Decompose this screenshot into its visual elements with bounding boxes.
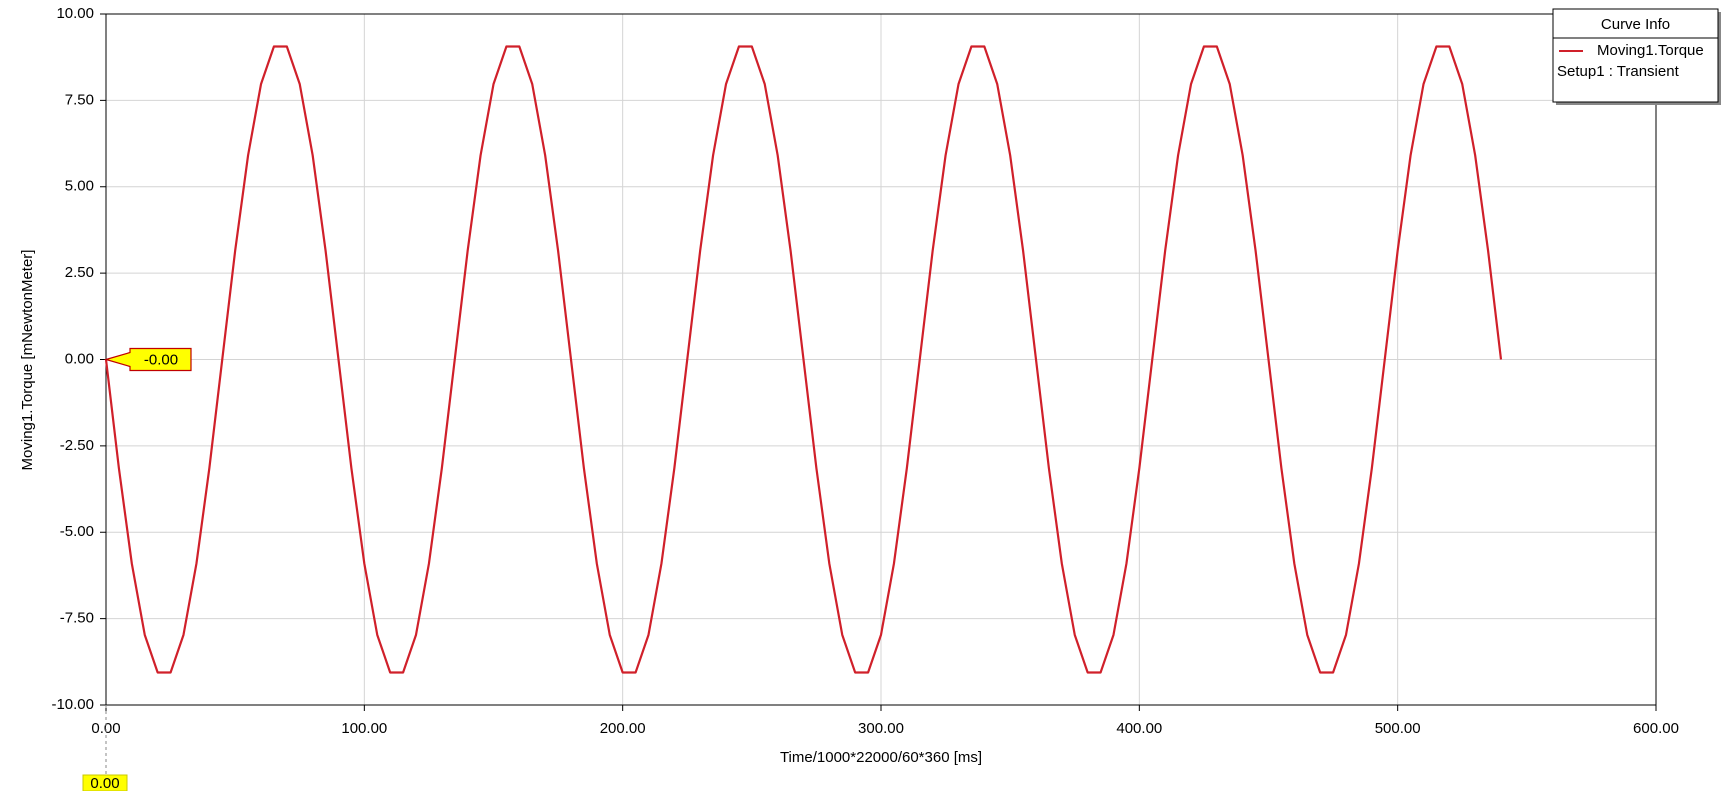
y-tick-label: 7.50 [65,91,94,108]
y-tick-label: 5.00 [65,178,94,195]
x-tick-label: 500.00 [1375,720,1421,737]
marker-callout [103,347,192,372]
y-tick-label: 2.50 [65,264,94,281]
legend-title: Curve Info [1601,16,1670,33]
legend-box [1552,8,1719,103]
marker-y-label: -0.00 [144,351,178,368]
legend-subtitle: Setup1 : Transient [1557,63,1680,80]
marker-x-box [82,774,128,791]
y-tick-label: 0.00 [65,350,94,367]
y-tick-label: -2.50 [60,437,94,454]
series-line [104,45,1503,674]
x-tick-label: 100.00 [341,720,387,737]
x-tick-label: 300.00 [858,720,904,737]
y-tick-label: 10.00 [56,5,94,22]
legend-label: Moving1.Torque [1597,42,1704,59]
x-tick-label: 0.00 [91,720,120,737]
y-tick-label: -10.00 [51,696,94,713]
x-tick-label: 200.00 [600,720,646,737]
y-tick-label: -7.50 [60,610,94,627]
y-tick-label: -5.00 [60,523,94,540]
x-tick-label: 400.00 [1116,720,1162,737]
x-axis-label: Time/1000*22000/60*360 [ms] [780,749,982,766]
marker-x-label: 0.00 [90,775,119,791]
y-axis-label: Moving1.Torque [mNewtonMeter] [19,250,36,471]
x-tick-label: 600.00 [1633,720,1679,737]
